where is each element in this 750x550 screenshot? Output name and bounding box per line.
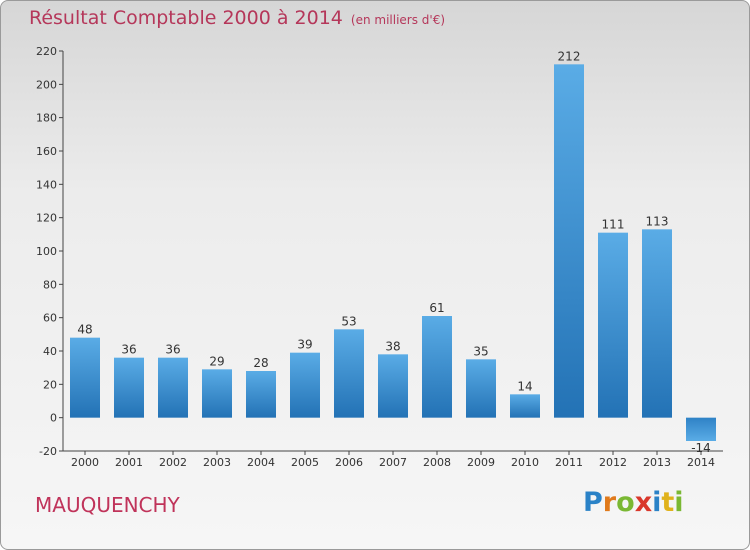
y-tick-label: 20 xyxy=(43,378,57,391)
logo-letter: o xyxy=(616,487,635,518)
x-tick-label: 2004 xyxy=(247,456,275,469)
logo-letter: i xyxy=(652,487,662,518)
data-label: 53 xyxy=(341,314,356,328)
y-tick-label: 140 xyxy=(36,178,57,191)
y-tick-label: 180 xyxy=(36,112,57,125)
data-label: 48 xyxy=(77,323,92,337)
data-label: 36 xyxy=(165,343,180,357)
bar xyxy=(598,232,628,418)
bar xyxy=(290,352,320,418)
bar xyxy=(378,354,408,418)
x-tick-label: 2001 xyxy=(115,456,143,469)
bar xyxy=(158,357,188,418)
bar xyxy=(334,329,364,418)
bar xyxy=(114,357,144,418)
x-tick-label: 2000 xyxy=(71,456,99,469)
chart-title-text: Résultat Comptable 2000 à 2014 xyxy=(29,7,343,29)
data-label: 111 xyxy=(602,218,625,232)
data-label: 29 xyxy=(209,354,224,368)
x-tick-label: 2011 xyxy=(555,456,583,469)
bars xyxy=(70,64,716,441)
logo-letter: P xyxy=(583,487,603,518)
x-tick-label: 2005 xyxy=(291,456,319,469)
y-tick-label: 200 xyxy=(36,78,57,91)
y-tick-label: 160 xyxy=(36,145,57,158)
data-label: 35 xyxy=(473,344,488,358)
bar xyxy=(202,369,232,418)
data-label: 14 xyxy=(517,379,532,393)
bar xyxy=(246,371,276,418)
x-tick-label: 2010 xyxy=(511,456,539,469)
logo-letter: t xyxy=(661,487,675,518)
logo-letter: x xyxy=(634,487,653,518)
x-tick-label: 2013 xyxy=(643,456,671,469)
x-tick-label: 2006 xyxy=(335,456,363,469)
y-tick-label: 80 xyxy=(43,278,57,291)
x-tick-label: 2002 xyxy=(159,456,187,469)
y-tick-label: 40 xyxy=(43,345,57,358)
data-label: 61 xyxy=(429,301,444,315)
bar xyxy=(686,417,716,441)
logo-letter: r xyxy=(602,487,617,518)
axes: -20 0 20 40 60 80 100 120 140 160 180 200 220 2000 200… xyxy=(36,45,723,469)
data-label: 39 xyxy=(297,338,312,352)
y-tick-label: 220 xyxy=(36,45,57,58)
x-tick-label: 2007 xyxy=(379,456,407,469)
x-tick-label: 2009 xyxy=(467,456,495,469)
data-label: 36 xyxy=(121,343,136,357)
bar xyxy=(510,394,540,418)
data-label: 113 xyxy=(646,214,669,228)
chart-title: Résultat Comptable 2000 à 2014 (en millie… xyxy=(29,7,445,29)
bar xyxy=(642,229,672,418)
data-labels: 48 36 36 29 28 39 53 38 61 35 14 212 111 113 -14 xyxy=(77,49,710,455)
bar xyxy=(70,337,100,418)
y-tick-label: -20 xyxy=(39,445,57,458)
y-tick-label: 60 xyxy=(43,312,57,325)
proxiti-logo: Proxiti xyxy=(583,487,684,518)
data-label: 38 xyxy=(385,339,400,353)
chart-subtitle: (en milliers d'€) xyxy=(350,13,446,27)
x-tick-label: 2012 xyxy=(599,456,627,469)
y-tick-label: 0 xyxy=(50,412,57,425)
x-tick-label: 2014 xyxy=(687,456,715,469)
y-tick-label: 100 xyxy=(36,245,57,258)
data-label: 212 xyxy=(558,49,581,63)
data-label: 28 xyxy=(253,356,268,370)
data-label: -14 xyxy=(691,441,711,455)
commune-name: MAUQUENCHY xyxy=(35,493,180,517)
x-tick-label: 2008 xyxy=(423,456,451,469)
x-tick-label: 2003 xyxy=(203,456,231,469)
logo-letter: i xyxy=(674,487,684,518)
y-tick-label: 120 xyxy=(36,212,57,225)
bar xyxy=(554,64,584,418)
bar xyxy=(422,316,452,418)
bar xyxy=(466,359,496,418)
